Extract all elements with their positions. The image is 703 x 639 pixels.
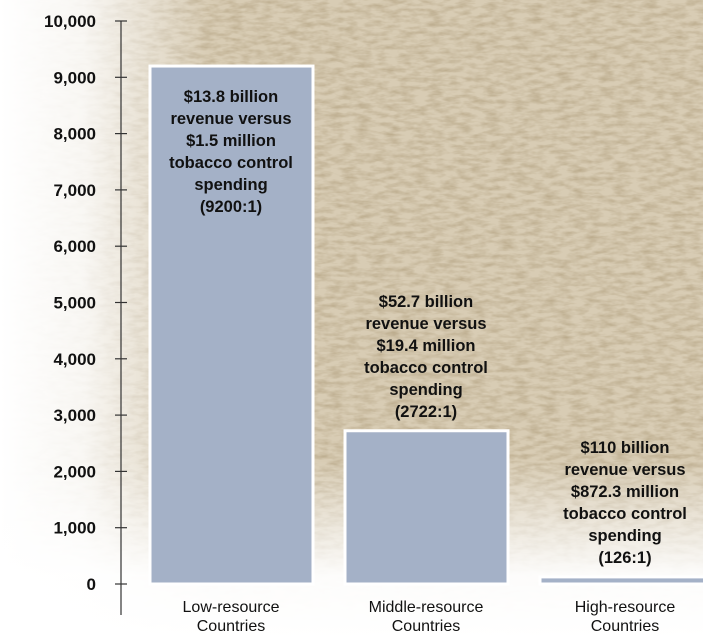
bar-label-1: $13.8 billion revenue versus $1.5 million t… bbox=[169, 88, 293, 216]
bar-label-line: $1.5 million bbox=[186, 132, 276, 150]
y-tick-label: 2,000 bbox=[53, 462, 96, 481]
y-tick-label: 10,000 bbox=[44, 12, 96, 31]
bar-label-line: revenue versus bbox=[365, 315, 486, 333]
x-category-label-line: Low-resource bbox=[183, 599, 280, 616]
bar-1 bbox=[148, 64, 315, 586]
y-axis: 0 1,000 2,000 3,000 4,000 5,000 6,000 7,000 8,00… bbox=[44, 12, 127, 615]
bar-label-line: tobacco control bbox=[169, 154, 293, 172]
x-category-label-1: Low-resource Countries bbox=[183, 599, 280, 635]
bar-label-line: $872.3 million bbox=[571, 483, 679, 501]
bar-label-line: spending bbox=[389, 381, 462, 399]
x-category-label-line: Countries bbox=[197, 618, 265, 635]
bar-2 bbox=[343, 429, 510, 586]
x-category-label-line: Middle-resource bbox=[369, 599, 484, 616]
x-category-label-line: Countries bbox=[392, 618, 460, 635]
y-tick-label: 6,000 bbox=[53, 237, 96, 256]
bar-label-line: $52.7 billion bbox=[379, 293, 473, 311]
x-category-label-3: High-resource Countries bbox=[575, 599, 676, 635]
y-tick-label: 9,000 bbox=[53, 68, 96, 87]
x-axis-categories: Low-resource Countries Middle-resource Coun… bbox=[183, 599, 676, 635]
bar-labels-layer: $13.8 billion revenue versus $1.5 million t… bbox=[169, 88, 687, 567]
y-tick-label: 8,000 bbox=[53, 125, 96, 144]
y-tick-label: 4,000 bbox=[53, 350, 96, 369]
bar-label-line: $110 billion bbox=[581, 439, 670, 457]
x-category-label-line: High-resource bbox=[575, 599, 676, 616]
bar-label-line: $19.4 million bbox=[376, 337, 475, 355]
x-category-label-line: Countries bbox=[591, 618, 659, 635]
bar-label-line: revenue versus bbox=[170, 110, 291, 128]
bar-label-3: $110 billion revenue versus $872.3 million… bbox=[563, 439, 687, 567]
bar-3 bbox=[538, 575, 703, 586]
bar-label-line: spending bbox=[588, 527, 661, 545]
y-tick-label: 5,000 bbox=[53, 294, 96, 313]
bar-label-2: $52.7 billion revenue versus $19.4 million… bbox=[364, 293, 488, 421]
y-tick-label: 1,000 bbox=[53, 519, 96, 538]
bar-label-line: $13.8 billion bbox=[184, 88, 278, 106]
bars-layer bbox=[148, 64, 703, 586]
bar-label-line: spending bbox=[194, 176, 267, 194]
bar-label-line: (126:1) bbox=[598, 549, 651, 567]
bar-label-line: (9200:1) bbox=[200, 198, 262, 216]
bar-label-line: tobacco control bbox=[364, 359, 488, 377]
bar-label-line: (2722:1) bbox=[395, 403, 457, 421]
bar-label-line: tobacco control bbox=[563, 505, 687, 523]
y-tick-label: 3,000 bbox=[53, 406, 96, 425]
bar-label-line: revenue versus bbox=[564, 461, 685, 479]
y-tick-label: 7,000 bbox=[53, 181, 96, 200]
x-category-label-2: Middle-resource Countries bbox=[369, 599, 484, 635]
y-tick-label: 0 bbox=[87, 575, 96, 594]
